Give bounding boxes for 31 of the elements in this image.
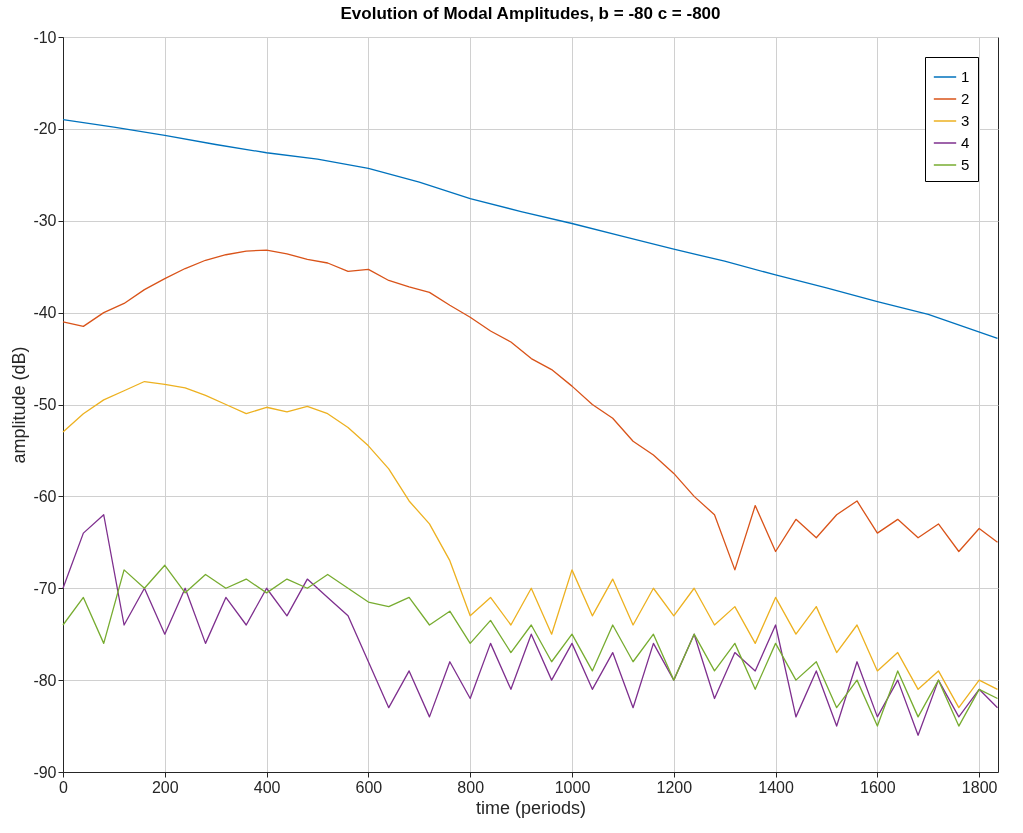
legend-label: 4 <box>961 134 970 151</box>
y-tick-label: -80 <box>33 671 57 689</box>
y-tick-label: -70 <box>33 579 57 597</box>
chart-title: Evolution of Modal Amplitudes, b = -80 c = -800 <box>340 4 721 23</box>
x-tick-label: 1200 <box>656 778 693 796</box>
line-series <box>62 564 999 727</box>
x-axis-title: time (periods) <box>475 797 587 818</box>
x-tick-label: 400 <box>253 778 281 796</box>
y-tick-label: -20 <box>33 120 57 138</box>
x-tick-label: 1000 <box>554 778 591 796</box>
line-series <box>62 380 999 709</box>
y-tick-label: -30 <box>33 212 57 230</box>
legend-label: 2 <box>961 90 970 107</box>
x-tick-label: 200 <box>151 778 179 796</box>
x-tick-label: 1600 <box>860 778 896 796</box>
y-tick-label: -10 <box>33 28 57 46</box>
legend-label: 3 <box>961 112 970 129</box>
line-series <box>62 249 999 571</box>
x-tick-label: 800 <box>457 778 485 796</box>
y-tick-label: -50 <box>33 396 57 413</box>
legend-label: 1 <box>961 68 970 85</box>
line-series <box>62 514 999 736</box>
x-tick-label: 600 <box>355 778 383 796</box>
x-tick-label: 0 <box>59 778 69 796</box>
legend-label: 5 <box>961 156 970 173</box>
x-tick-label: 1400 <box>758 778 794 796</box>
y-axis-title: amplitude (dB) <box>9 346 30 464</box>
y-tick-label: -60 <box>33 487 57 505</box>
y-tick-label: -40 <box>33 304 57 322</box>
y-tick-label: -90 <box>33 763 57 781</box>
x-tick-label: 1800 <box>961 778 998 796</box>
